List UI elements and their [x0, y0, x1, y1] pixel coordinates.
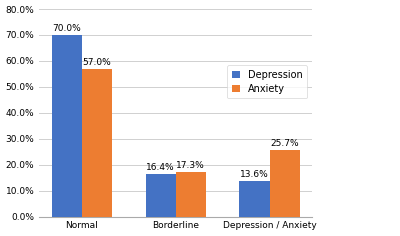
Bar — [240, 181, 270, 217]
Text: 13.6%: 13.6% — [240, 170, 269, 179]
Bar — [146, 174, 176, 217]
Text: 70.0%: 70.0% — [52, 24, 81, 33]
Text: 16.4%: 16.4% — [146, 163, 175, 172]
Bar — [176, 172, 206, 217]
Legend: Depression, Anxiety: Depression, Anxiety — [227, 65, 307, 98]
Bar — [270, 150, 300, 217]
Text: 57.0%: 57.0% — [82, 58, 111, 67]
Text: 25.7%: 25.7% — [270, 139, 299, 148]
Text: 17.3%: 17.3% — [176, 161, 205, 170]
Bar — [82, 69, 112, 217]
Bar — [52, 35, 82, 217]
